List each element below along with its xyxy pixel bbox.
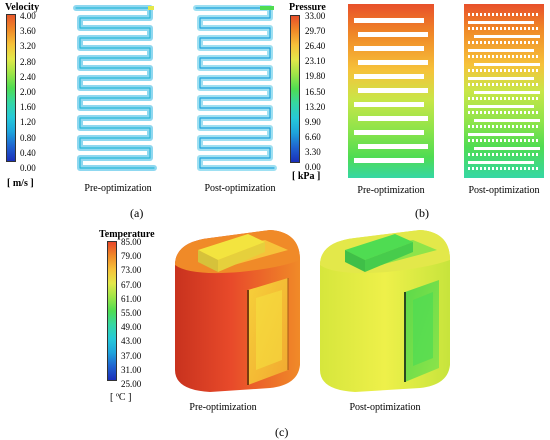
- tick-label: 1.20: [20, 117, 36, 128]
- post-optimization-temperature-module: [320, 230, 450, 392]
- tick-label: 0.40: [20, 147, 36, 158]
- temperature-color-bar: [107, 241, 117, 381]
- velocity-legend-title: Velocity: [5, 2, 40, 13]
- panel-a-label: (a): [130, 206, 144, 220]
- tick-label: 3.30: [305, 146, 321, 157]
- pressure-unit: [ kPa ]: [292, 171, 321, 182]
- tick-label: 1.60: [20, 102, 36, 113]
- tick-label: 9.90: [305, 116, 321, 127]
- tick-label: 0.00: [305, 162, 321, 172]
- tick-label: 43.00: [121, 336, 142, 347]
- pre-optimization-velocity-channel: [73, 5, 157, 171]
- pre-optimization-temperature-module: [175, 230, 300, 392]
- tick-label: 79.00: [121, 251, 142, 262]
- post-optimization-velocity-channel: [193, 5, 277, 171]
- velocity-unit: [ m/s ]: [7, 178, 34, 189]
- tick-label: 61.00: [121, 293, 142, 304]
- tick-label: 2.80: [20, 56, 36, 67]
- panel-c-label: (c): [275, 425, 289, 439]
- tick-label: 29.70: [305, 26, 326, 37]
- tick-label: 0.00: [20, 163, 36, 173]
- tick-label: 6.60: [305, 131, 321, 142]
- tick-label: 33.00: [305, 11, 326, 21]
- tick-label: 85.00: [121, 237, 142, 247]
- tick-label: 23.10: [305, 56, 326, 67]
- tick-label: 2.00: [20, 87, 36, 97]
- pressure-post-caption: Post-optimization: [468, 185, 540, 196]
- velocity-pre-caption: Pre-optimization: [84, 183, 152, 194]
- temperature-unit: [ ºC ]: [110, 392, 132, 403]
- tick-label: 26.40: [305, 41, 326, 52]
- tick-label: 31.00: [121, 364, 142, 375]
- pressure-legend-title: Pressure: [289, 2, 326, 13]
- tick-label: 67.00: [121, 279, 142, 290]
- tick-label: 19.80: [305, 71, 326, 82]
- tick-label: 3.60: [20, 26, 36, 37]
- tick-label: 3.20: [20, 41, 36, 52]
- pre-optimization-pressure-plate: [348, 4, 434, 178]
- tick-label: 55.00: [121, 308, 142, 318]
- tick-label: 37.00: [121, 350, 142, 361]
- post-optimization-pressure-plate: [464, 4, 544, 178]
- velocity-color-bar: [6, 14, 16, 162]
- tick-label: 49.00: [121, 322, 142, 333]
- velocity-post-caption: Post-optimization: [204, 183, 276, 194]
- tick-label: 4.00: [20, 11, 36, 21]
- tick-label: 2.40: [20, 71, 36, 82]
- tick-label: 16.50: [305, 86, 326, 97]
- temperature-post-caption: Post-optimization: [349, 402, 421, 413]
- tick-label: 73.00: [121, 265, 142, 276]
- temperature-legend-title: Temperature: [99, 229, 155, 240]
- tick-label: 13.20: [305, 101, 326, 112]
- panel-b-label: (b): [415, 206, 429, 220]
- temperature-pre-caption: Pre-optimization: [189, 402, 257, 413]
- tick-label: 25.00: [121, 379, 142, 389]
- pressure-pre-caption: Pre-optimization: [357, 185, 425, 196]
- tick-label: 0.80: [20, 132, 36, 143]
- pressure-color-bar: [290, 15, 300, 163]
